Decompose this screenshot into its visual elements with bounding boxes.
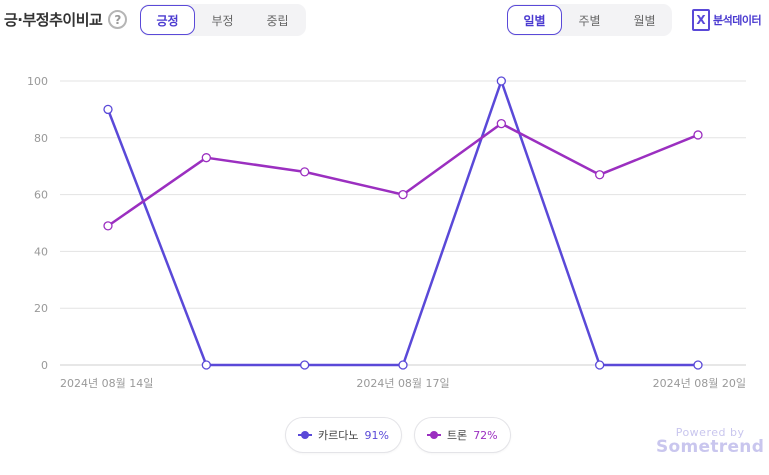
data-point-tron <box>103 221 113 231</box>
legend-label-cardano: 카르다노 <box>318 429 359 442</box>
data-point-tron <box>595 170 605 180</box>
line-chart: 100 80 60 40 20 0 2024년 08월 14일 2024년 08월 17일 20… <box>27 75 746 390</box>
data-point-tron <box>201 153 211 163</box>
y-tick-label: 0 <box>41 359 48 372</box>
export-data-label: 분석데이터 <box>713 14 762 27</box>
y-tick-label: 40 <box>34 245 48 258</box>
powered-by-watermark: Powered by Sometrend <box>656 426 764 457</box>
y-tick-label: 60 <box>34 189 48 202</box>
help-icon[interactable]: ? <box>108 10 128 29</box>
tab-neutral[interactable]: 중립 <box>266 13 289 28</box>
series-line-tron <box>107 122 699 227</box>
export-data-button[interactable]: X 분석데이터 <box>692 9 762 31</box>
chart-legend: 카르다노 91% 트론 72% <box>285 417 511 453</box>
tab-daily[interactable]: 일별 <box>507 5 562 35</box>
data-point-cardano <box>496 76 506 86</box>
data-point-cardano <box>595 360 605 370</box>
legend-swatch-cardano <box>298 431 312 439</box>
chart-header: 긍·부정추이비교 ? <box>4 9 128 30</box>
data-point-tron <box>496 118 506 129</box>
legend-percent-tron: 72% <box>473 428 498 442</box>
x-tick-label: 2024년 08월 17일 <box>356 376 449 390</box>
sentiment-tabs: 긍정 부정 중립 <box>140 4 306 36</box>
legend-swatch-tron <box>426 431 441 439</box>
data-point-cardano <box>693 360 703 370</box>
data-point-cardano <box>103 104 113 115</box>
data-point-tron <box>398 189 408 200</box>
powered-by-text: Powered by <box>675 426 745 439</box>
chart-title: 긍·부정추이비교 <box>4 11 103 29</box>
x-tick-label: 2024년 08월 14일 <box>60 376 153 390</box>
y-tick-label: 100 <box>27 75 48 88</box>
data-point-cardano <box>398 360 408 370</box>
y-tick-label: 20 <box>34 302 48 315</box>
tab-monthly[interactable]: 월별 <box>633 13 656 28</box>
legend-percent-cardano: 91% <box>364 428 389 442</box>
data-point-cardano <box>300 360 310 370</box>
data-point-tron <box>300 167 310 177</box>
excel-icon: X <box>692 9 710 31</box>
period-tabs: 일별 주별 월별 <box>507 4 672 36</box>
legend-item-tron[interactable]: 트론 72% <box>413 417 511 453</box>
tab-negative[interactable]: 부정 <box>211 13 234 28</box>
y-tick-label: 80 <box>34 132 48 145</box>
legend-label-tron: 트론 <box>446 429 468 442</box>
tab-weekly[interactable]: 주별 <box>578 13 601 28</box>
x-tick-label: 2024년 08월 20일 <box>653 376 746 390</box>
tab-positive[interactable]: 긍정 <box>140 5 195 35</box>
series-line-cardano <box>106 79 698 367</box>
data-point-tron <box>693 130 703 140</box>
data-point-cardano <box>201 360 211 370</box>
legend-item-cardano[interactable]: 카르다노 91% <box>285 417 402 453</box>
brand-logo-text: Sometrend <box>656 437 765 457</box>
